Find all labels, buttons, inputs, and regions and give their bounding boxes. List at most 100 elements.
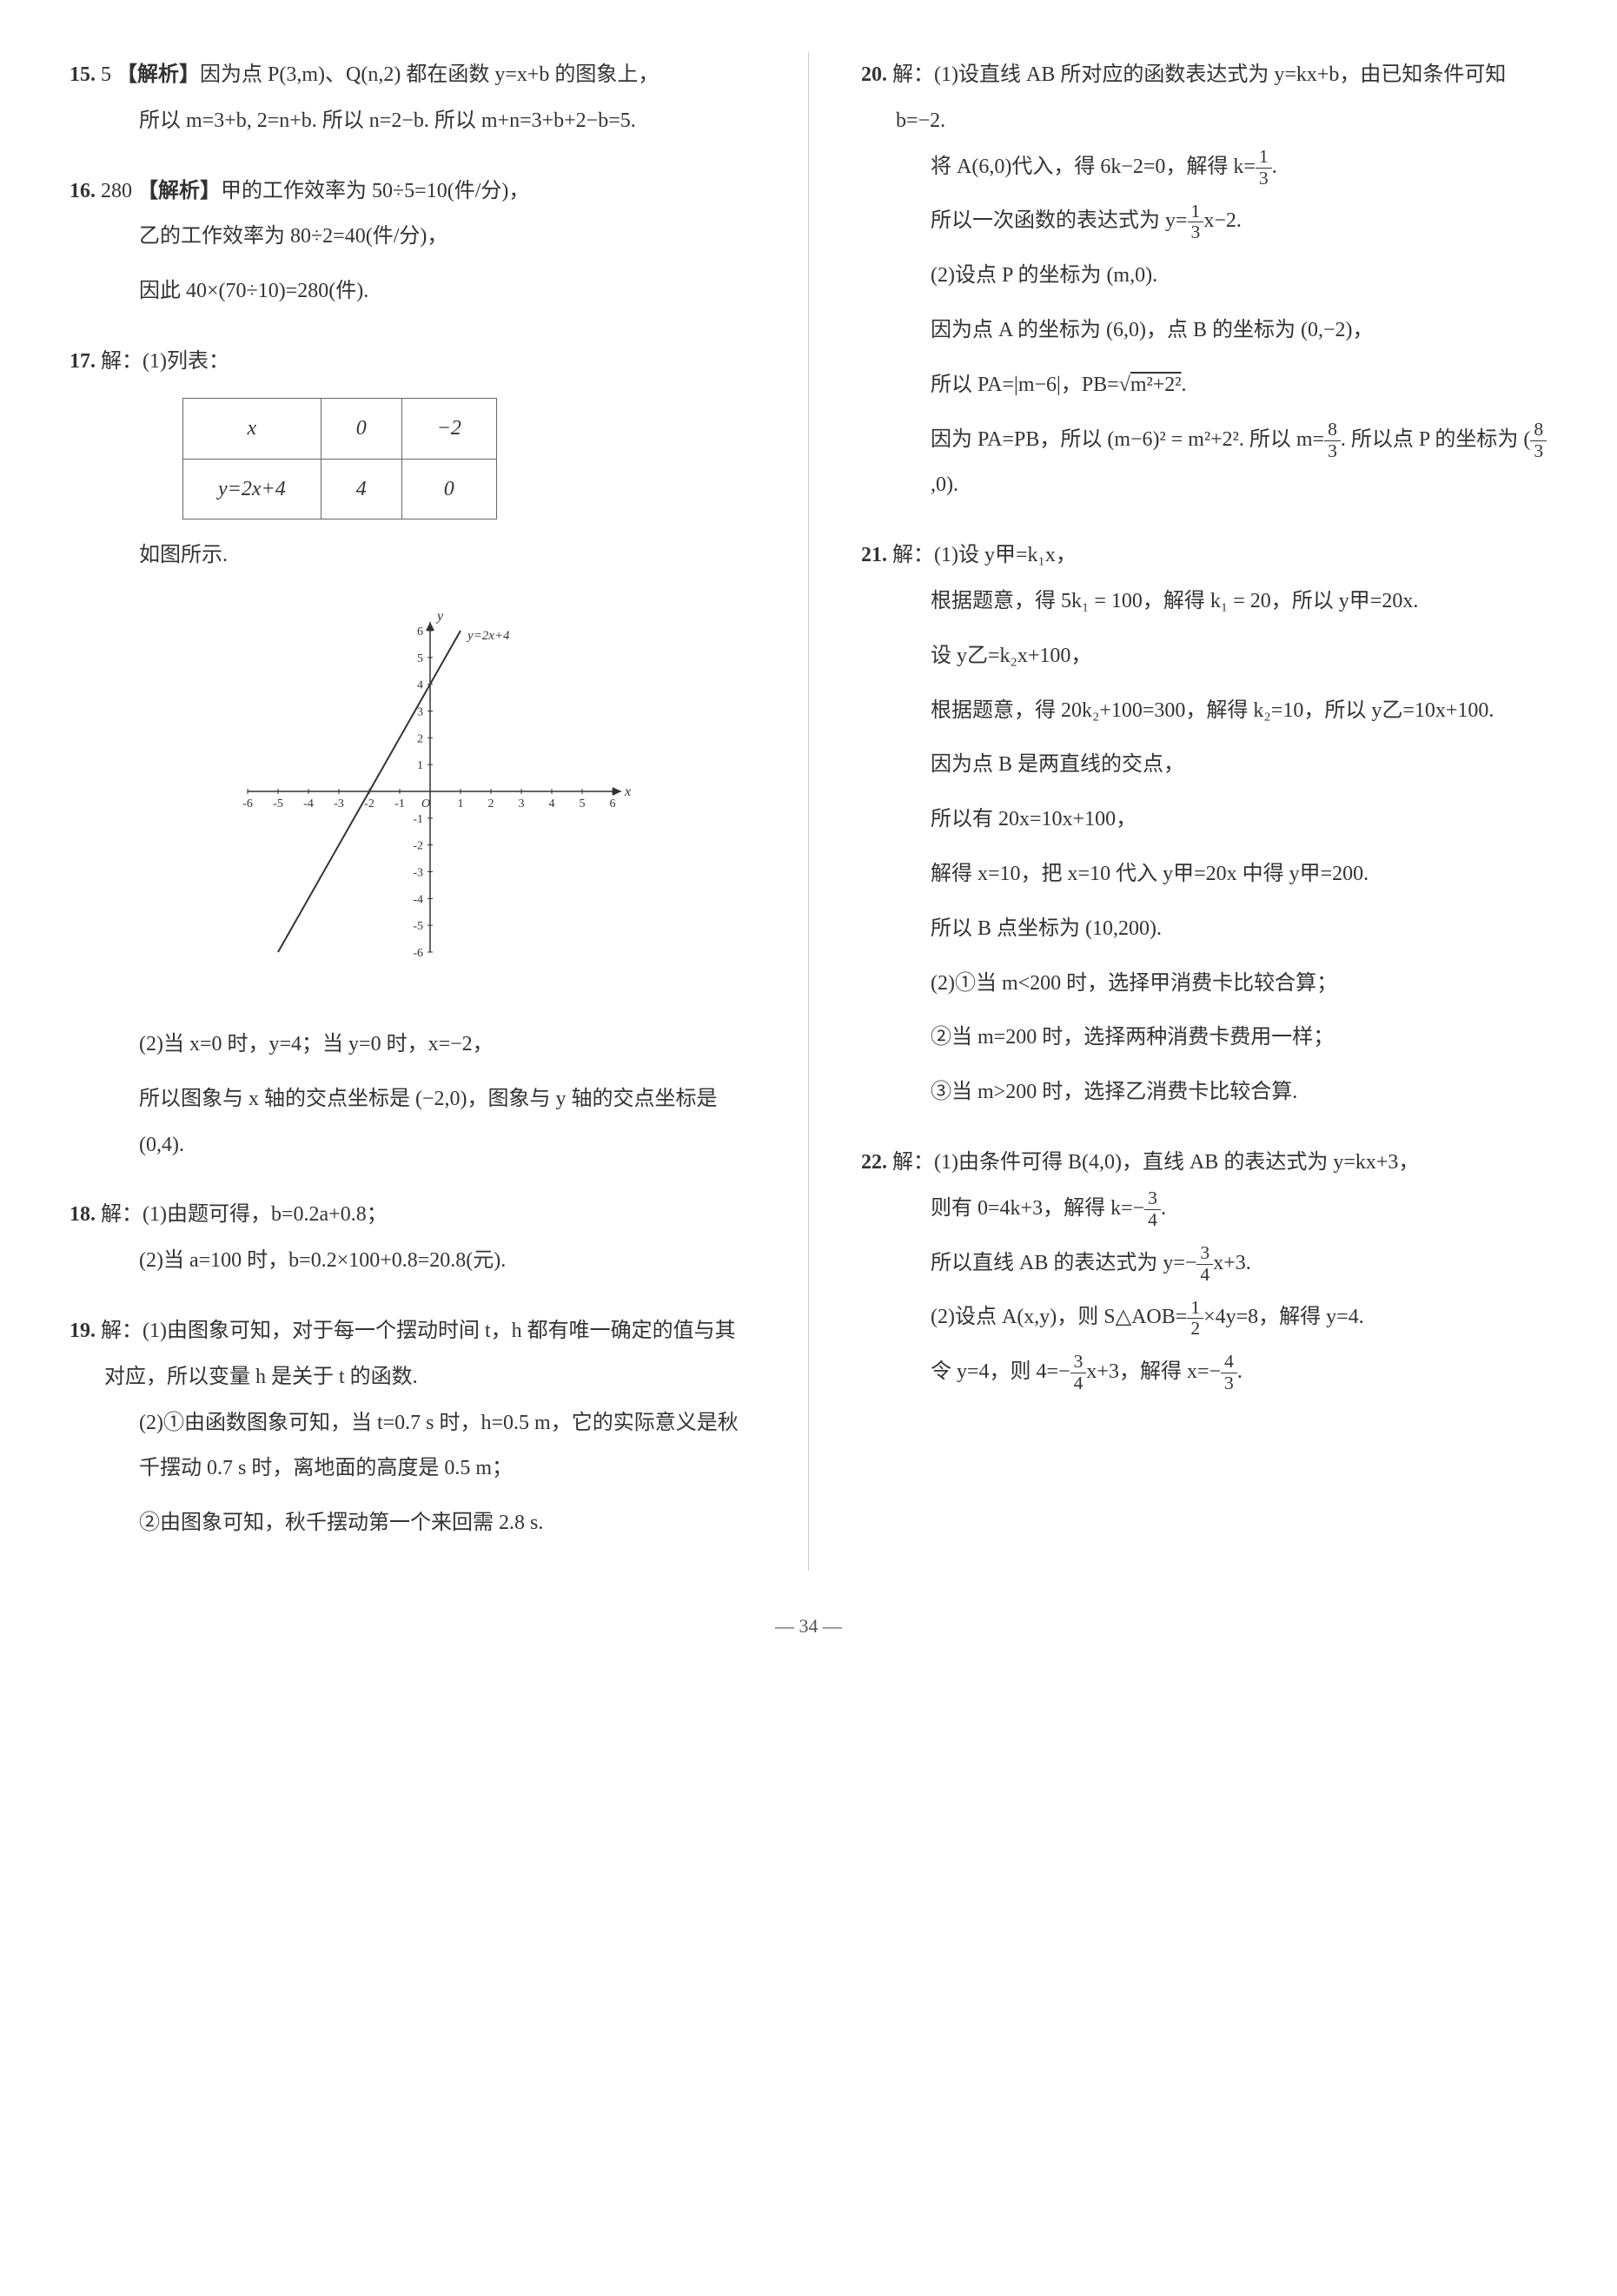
cell: −2 (401, 398, 496, 459)
q20-num: 20. (861, 63, 887, 86)
denom: 2 (1187, 1319, 1203, 1340)
svg-text:2: 2 (488, 797, 494, 811)
denom: 4 (1070, 1373, 1087, 1394)
text: 所以 PA=|m−6|，PB= (931, 374, 1119, 396)
q21: 21. 解：(1)设 y甲=k₁x， 根据题意，得 5k₁ = 100，解得 k… (861, 533, 1547, 1115)
svg-text:5: 5 (580, 797, 586, 811)
q20-p1: (1)设直线 AB 所对应的函数表达式为 y=kx+b，由已知条件可知 b=−2… (896, 63, 1506, 132)
q19: 19. 解：(1)由图象可知，对于每一个摆动时间 t，h 都有唯一确定的值与其对… (70, 1308, 756, 1546)
svg-text:1: 1 (417, 759, 423, 772)
page-number: — 34 — (70, 1605, 1547, 1647)
q21-p1: (1)设 y甲=k₁x， (934, 544, 1077, 566)
svg-text:4: 4 (549, 797, 555, 811)
svg-text:-6: -6 (242, 797, 253, 811)
text: 令 y=4，则 4=− (931, 1360, 1070, 1383)
svg-text:-5: -5 (413, 920, 423, 933)
fraction: 34 (1196, 1243, 1213, 1286)
svg-text:-3: -3 (334, 797, 344, 811)
text: x−2. (1203, 209, 1242, 232)
text: 将 A(6,0)代入，得 6k−2=0，解得 k= (931, 155, 1256, 178)
denom: 3 (1221, 1373, 1237, 1394)
q19-p3: ②由图象可知，秋千摆动第一个来回需 2.8 s. (104, 1500, 756, 1546)
q20-p5: 因为点 A 的坐标为 (6,0)，点 B 的坐标为 (0,−2)， (896, 308, 1547, 354)
page-content: 15. 5 【解析】因为点 P(3,m)、Q(n,2) 都在函数 y=x+b 的… (70, 52, 1547, 1571)
q18-head: 解： (101, 1203, 142, 1226)
svg-text:2: 2 (417, 733, 423, 746)
q21-p10: ②当 m=200 时，选择两种消费卡费用一样； (896, 1015, 1547, 1061)
q17-p2a: (2)当 x=0 时，y=4；当 y=0 时，x=−2， (104, 1022, 756, 1068)
svg-text:5: 5 (417, 652, 423, 665)
q22-num: 22. (861, 1151, 887, 1174)
q21-p11: ③当 m>200 时，选择乙消费卡比较合算. (896, 1069, 1547, 1115)
q22-p2: 则有 0=4k+3，解得 k=−34. (896, 1186, 1547, 1232)
text: x+3，解得 x=− (1086, 1360, 1221, 1383)
svg-text:6: 6 (610, 797, 616, 811)
fraction: 43 (1221, 1352, 1237, 1394)
q15: 15. 5 【解析】因为点 P(3,m)、Q(n,2) 都在函数 y=x+b 的… (70, 52, 756, 144)
q19-p1: (1)由图象可知，对于每一个摆动时间 t，h 都有唯一确定的值与其对应，所以变量… (104, 1320, 736, 1388)
denom: 3 (1188, 222, 1204, 243)
q15-l1: 因为点 P(3,m)、Q(n,2) 都在函数 y=x+b 的图象上， (200, 63, 659, 86)
q21-p4: 根据题意，得 20k₂+100=300，解得 k₂=10，所以 y乙=10x+1… (896, 688, 1547, 734)
svg-text:-6: -6 (413, 947, 423, 960)
table-row: x 0 −2 (183, 398, 497, 459)
denom: 3 (1324, 441, 1341, 462)
q20-p2: 将 A(6,0)代入，得 6k−2=0，解得 k=13. (896, 144, 1547, 190)
svg-text:-4: -4 (303, 797, 314, 811)
cell: x (183, 398, 321, 459)
text: (2)设点 A(x,y)，则 S△AOB= (931, 1306, 1187, 1328)
q22-p5: 令 y=4，则 4=−34x+3，解得 x=−43. (896, 1349, 1547, 1395)
text: . (1272, 155, 1277, 178)
svg-text:4: 4 (417, 679, 423, 692)
numer: 1 (1256, 147, 1272, 169)
q20-p4: (2)设点 P 的坐标为 (m,0). (896, 253, 1547, 299)
q16-l1: 甲的工作效率为 50÷5=10(件/分)， (221, 180, 529, 202)
text: 则有 0=4k+3，解得 k=− (931, 1197, 1144, 1220)
q20-p7: 因为 PA=PB，所以 (m−6)² = m²+2². 所以 m=83. 所以点… (896, 417, 1547, 509)
q19-head: 解： (101, 1320, 142, 1342)
svg-text:-4: -4 (413, 894, 423, 907)
q18-num: 18. (70, 1203, 96, 1226)
svg-text:-2: -2 (413, 840, 423, 853)
svg-text:3: 3 (519, 797, 525, 811)
q15-num: 15. (70, 63, 96, 86)
q16-ans: 280 (101, 180, 132, 202)
q21-p2: 根据题意，得 5k₁ = 100，解得 k₁ = 20，所以 y甲=20x. (896, 579, 1547, 625)
q16-tag: 【解析】 (137, 180, 221, 202)
q16-l3: 因此 40×(70÷10)=280(件). (104, 268, 756, 314)
text: 所以一次函数的表达式为 y= (931, 209, 1188, 232)
q20: 20. 解：(1)设直线 AB 所对应的函数表达式为 y=kx+b，由已知条件可… (861, 52, 1547, 508)
q18: 18. 解：(1)由题可得，b=0.2a+0.8； (2)当 a=100 时，b… (70, 1192, 756, 1284)
q20-head: 解： (892, 63, 934, 86)
fraction: 83 (1324, 420, 1341, 462)
denom: 3 (1256, 169, 1272, 189)
q21-num: 21. (861, 544, 887, 566)
q22-head: 解： (892, 1151, 934, 1174)
svg-text:3: 3 (417, 706, 423, 719)
svg-text:-3: -3 (413, 867, 423, 880)
fraction: 13 (1256, 147, 1272, 189)
q17-after: 如图所示. (104, 533, 756, 579)
svg-text:1: 1 (458, 797, 464, 811)
denom: 3 (1530, 441, 1547, 462)
q17-p2b: 所以图象与 x 轴的交点坐标是 (−2,0)，图象与 y 轴的交点坐标是 (0,… (104, 1076, 756, 1168)
text: 所以直线 AB 的表达式为 y=− (931, 1252, 1196, 1274)
numer: 3 (1196, 1243, 1213, 1265)
q16-num: 16. (70, 180, 96, 202)
q18-p2: (2)当 a=100 时，b=0.2×100+0.8=20.8(元). (104, 1238, 756, 1284)
q21-p8: 所以 B 点坐标为 (10,200). (896, 906, 1547, 952)
left-column: 15. 5 【解析】 因为点 P(3,m)、Q(n,2) 都在函数 y=x+b 的… (70, 52, 756, 1571)
q20-p6: 所以 PA=|m−6|，PB=√m²+2². (896, 362, 1547, 408)
q17: 17. 解：(1)列表： x 0 −2 y=2x+4 4 0 如图所示. -6-… (70, 339, 756, 1168)
q15-l2: 所以 m=3+b, 2=n+b. 所以 n=2−b. 所以 m+n=3+b+2−… (104, 98, 756, 144)
q21-p7: 解得 x=10，把 x=10 代入 y甲=20x 中得 y甲=200. (896, 851, 1547, 897)
q21-p5: 因为点 B 是两直线的交点， (896, 742, 1547, 788)
cell: y=2x+4 (183, 459, 321, 519)
q21-p9: (2)①当 m<200 时，选择甲消费卡比较合算； (896, 961, 1547, 1007)
svg-text:x: x (624, 784, 631, 799)
q17-table: x 0 −2 y=2x+4 4 0 (182, 398, 497, 520)
q17-graph: -6-5-4-3-2-1123456-6-5-4-3-2-1123456Oxyy… (104, 596, 756, 1004)
q15-ans: 5 (101, 63, 111, 86)
text: x+3. (1213, 1252, 1251, 1274)
numer: 1 (1187, 1298, 1203, 1320)
